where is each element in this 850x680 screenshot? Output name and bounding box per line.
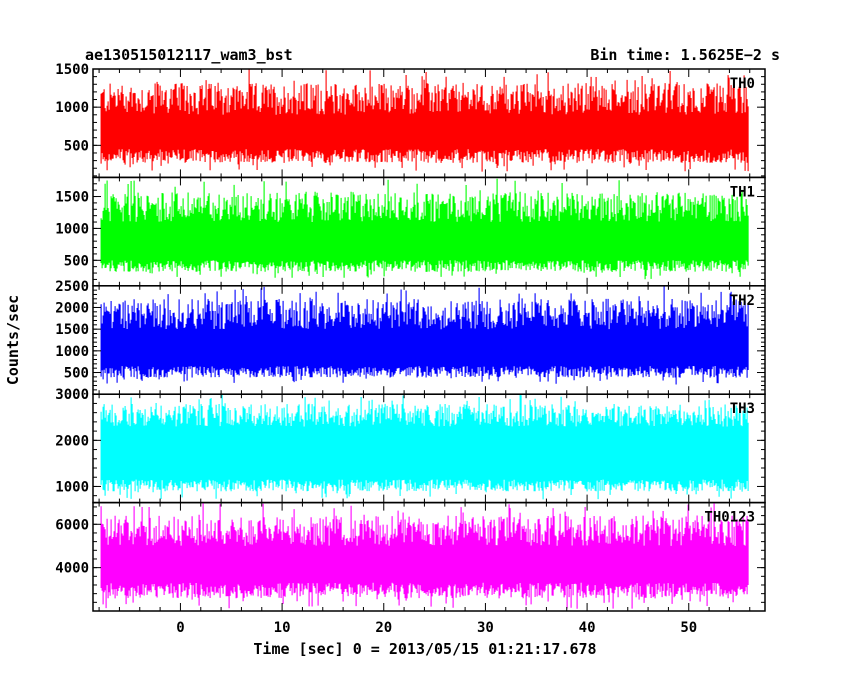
y-tick-label: 2000 <box>55 433 89 449</box>
y-tick-label: 500 <box>64 366 89 382</box>
x-tick-label: 0 <box>176 620 184 636</box>
y-tick-label: 1000 <box>55 221 89 237</box>
x-tick-label: 20 <box>375 620 392 636</box>
series-trace-th1 <box>100 178 749 280</box>
y-tick-label: 500 <box>64 253 89 269</box>
series-trace-th0123 <box>100 502 749 609</box>
x-tick-label: 40 <box>579 620 596 636</box>
series-label-th3: TH3 <box>730 401 755 417</box>
series-label-th0: TH0 <box>730 76 755 92</box>
series-trace-th0 <box>100 69 749 172</box>
y-tick-label: 2000 <box>55 300 89 316</box>
series-label-th1: TH1 <box>730 184 755 200</box>
y-tick-label: 1500 <box>55 190 89 206</box>
y-tick-label: 1000 <box>55 100 89 116</box>
y-tick-label: 1000 <box>55 344 89 360</box>
y-tick-label: 1000 <box>55 479 89 495</box>
y-tick-label: 1500 <box>55 62 89 78</box>
y-axis-label: Counts/sec <box>4 295 22 385</box>
series-trace-th2 <box>100 285 749 385</box>
x-tick-label: 30 <box>477 620 494 636</box>
x-axis-label: Time [sec] 0 = 2013/05/15 01:21:17.678 <box>253 640 596 658</box>
series-trace-th3 <box>100 394 749 500</box>
y-tick-label: 3000 <box>55 387 89 403</box>
panel-frame-th0123 <box>92 501 766 612</box>
x-tick-label: 10 <box>274 620 291 636</box>
y-tick-label: 1500 <box>55 322 89 338</box>
series-label-th0123: TH0123 <box>704 510 755 526</box>
y-tick-label: 500 <box>64 138 89 154</box>
x-tick-label: 50 <box>680 620 697 636</box>
y-tick-label: 4000 <box>55 561 89 577</box>
y-tick-label: 6000 <box>55 517 89 533</box>
bin-time-label: Bin time: 1.5625E−2 s <box>590 46 780 64</box>
series-label-th2: TH2 <box>730 293 755 309</box>
y-tick-label: 2500 <box>55 279 89 295</box>
chart-title: ae130515012117_wam3_bst <box>85 46 293 64</box>
